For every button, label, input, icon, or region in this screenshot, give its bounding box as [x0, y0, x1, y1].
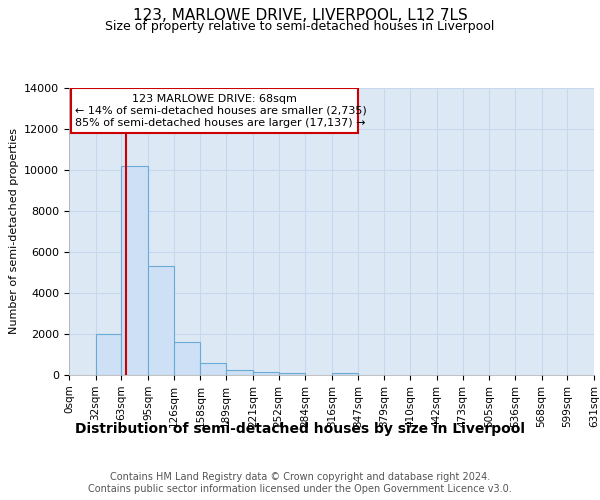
- Text: 123 MARLOWE DRIVE: 68sqm: 123 MARLOWE DRIVE: 68sqm: [132, 94, 296, 104]
- Text: Size of property relative to semi-detached houses in Liverpool: Size of property relative to semi-detach…: [106, 20, 494, 33]
- Text: Distribution of semi-detached houses by size in Liverpool: Distribution of semi-detached houses by …: [75, 422, 525, 436]
- Bar: [278, 373, 305, 375]
- Text: 123, MARLOWE DRIVE, LIVERPOOL, L12 7LS: 123, MARLOWE DRIVE, LIVERPOOL, L12 7LS: [133, 8, 467, 22]
- Text: 85% of semi-detached houses are larger (17,137) →: 85% of semi-detached houses are larger (…: [75, 118, 365, 128]
- Bar: [226, 370, 253, 375]
- Bar: [148, 266, 174, 375]
- Bar: [71, 88, 358, 132]
- Bar: [121, 166, 148, 375]
- Bar: [332, 373, 358, 375]
- Bar: [253, 372, 278, 375]
- Text: Contains HM Land Registry data © Crown copyright and database right 2024.: Contains HM Land Registry data © Crown c…: [110, 472, 490, 482]
- Y-axis label: Number of semi-detached properties: Number of semi-detached properties: [8, 128, 19, 334]
- Bar: [174, 342, 200, 375]
- Bar: [200, 362, 226, 375]
- Bar: [95, 334, 121, 375]
- Text: ← 14% of semi-detached houses are smaller (2,735): ← 14% of semi-detached houses are smalle…: [75, 106, 367, 116]
- Text: Contains public sector information licensed under the Open Government Licence v3: Contains public sector information licen…: [88, 484, 512, 494]
